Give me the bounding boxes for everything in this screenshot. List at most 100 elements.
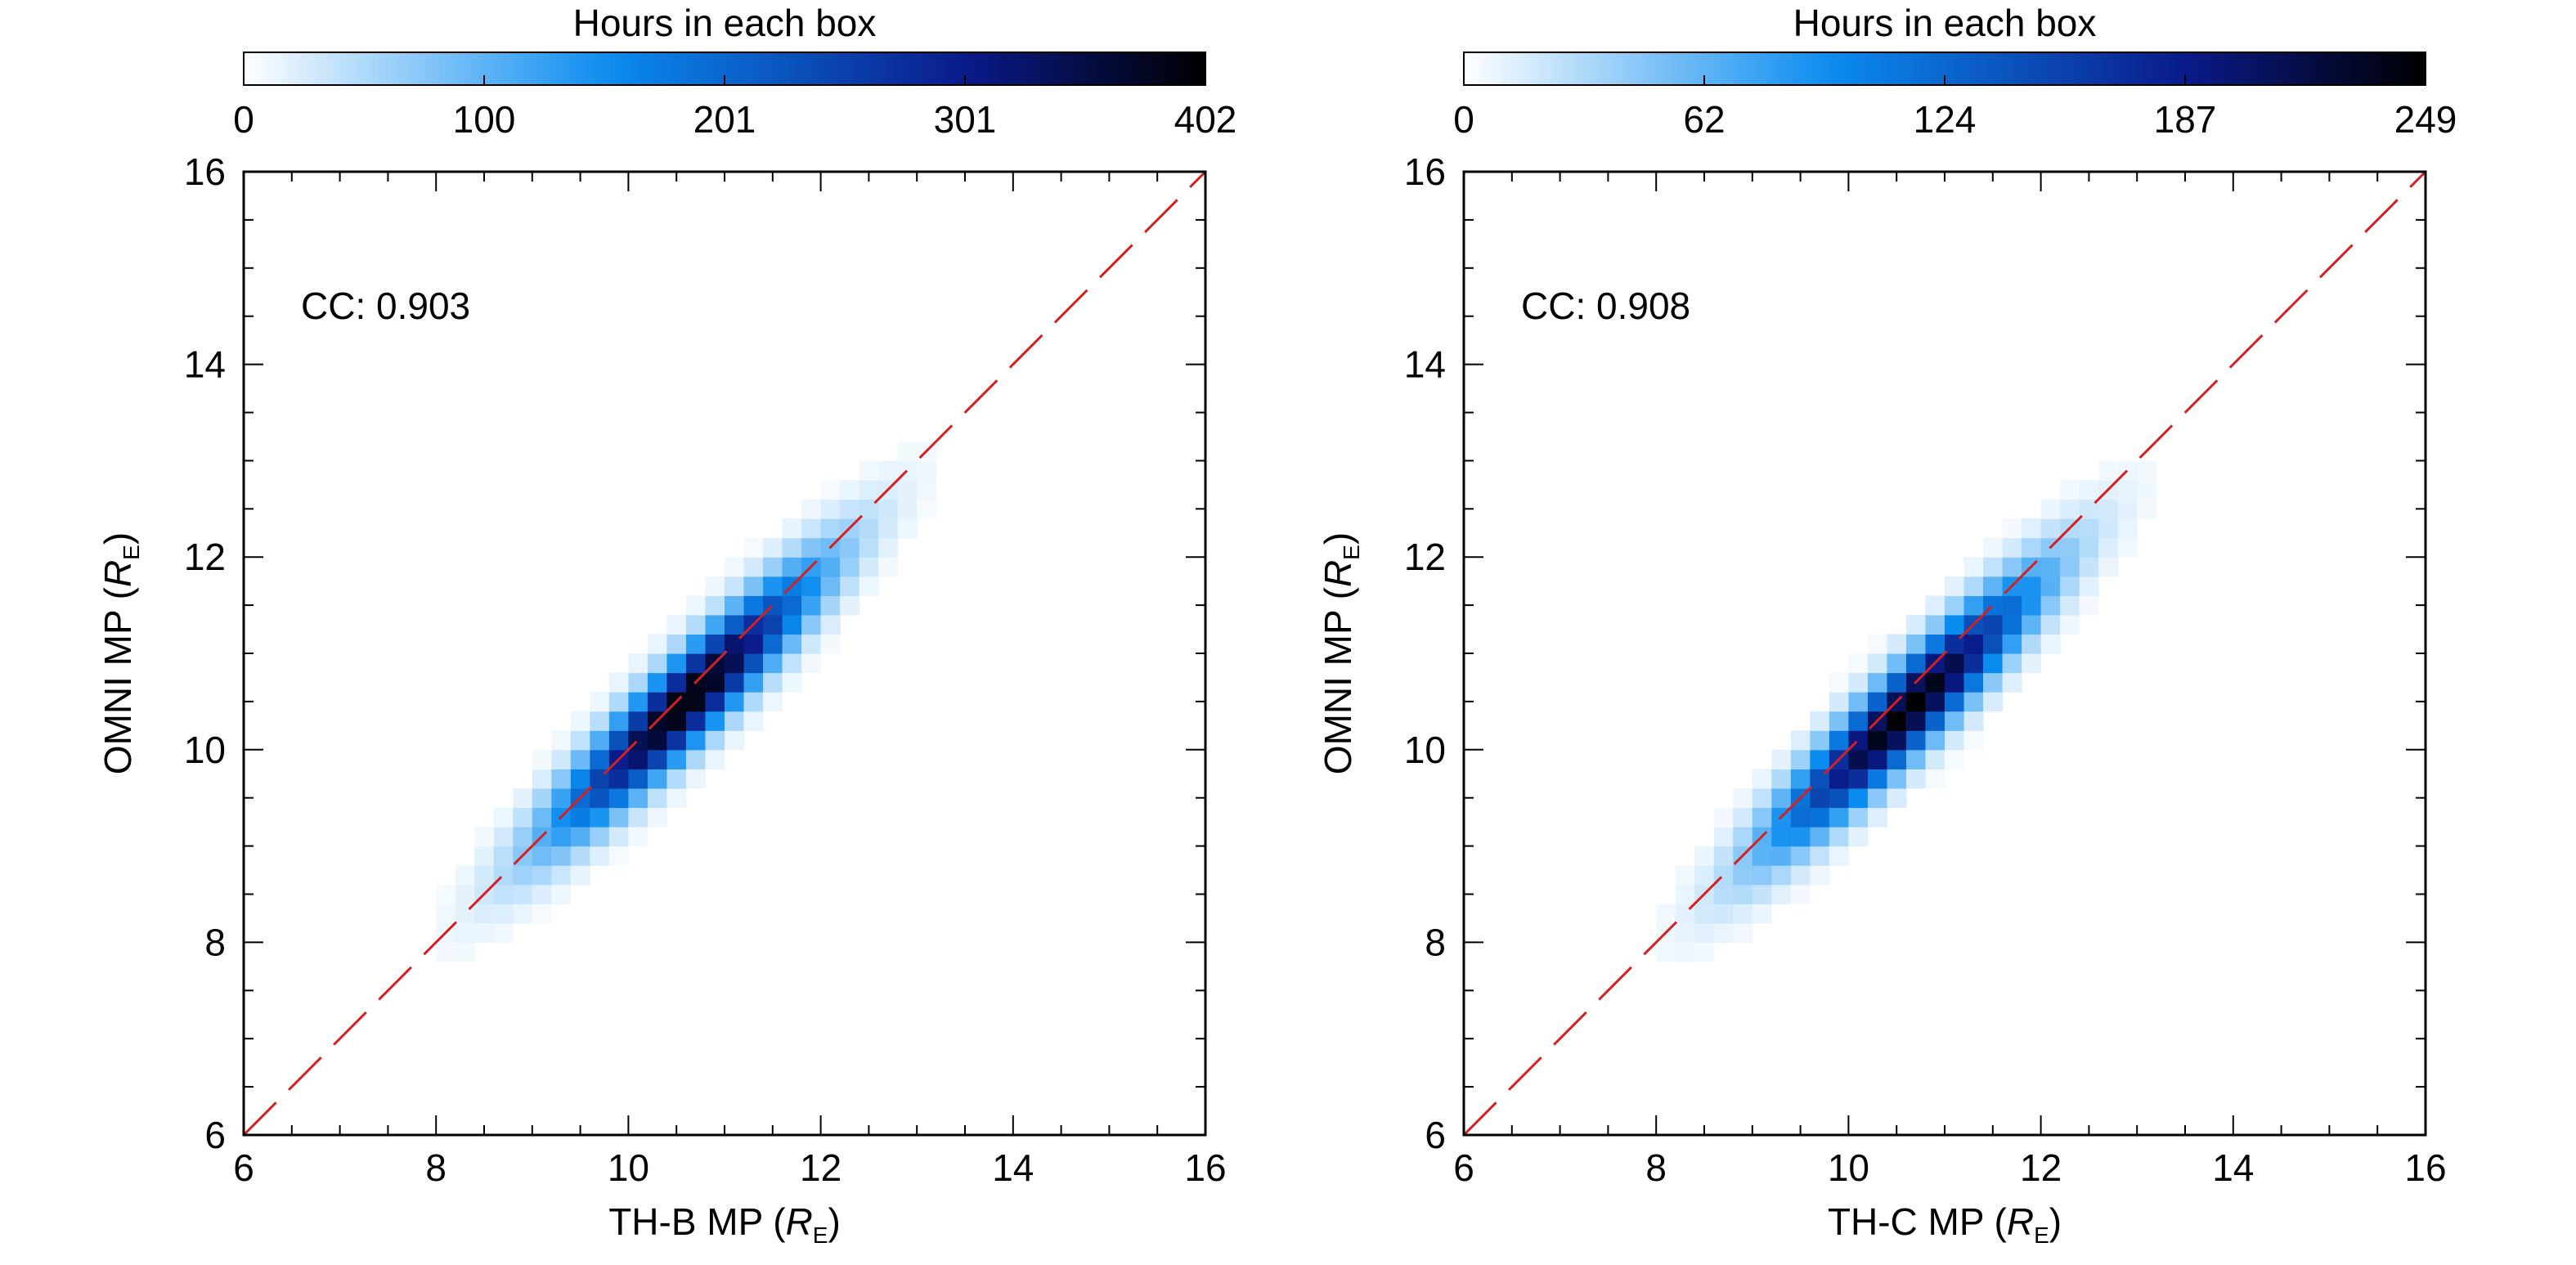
heatmap-cell	[878, 518, 899, 539]
heatmap-cell	[647, 730, 668, 751]
heatmap-cell	[1771, 865, 1792, 886]
heatmap-cell	[1829, 827, 1849, 847]
heatmap-cell	[608, 711, 629, 731]
heatmap-cell	[743, 672, 764, 693]
x-tick-label: 6	[1453, 1146, 1474, 1189]
heatmap-cell	[2022, 614, 2042, 635]
heatmap-cell	[666, 749, 687, 769]
heatmap-cell	[455, 942, 475, 962]
heatmap-cell	[628, 807, 648, 828]
heatmap-cell	[897, 441, 918, 461]
heatmap-cell	[763, 576, 783, 596]
y-tick-label: 16	[1404, 150, 1446, 193]
heatmap-cell	[1848, 749, 1869, 769]
heatmap-cell	[1945, 653, 1965, 674]
heatmap-cell	[685, 653, 707, 674]
heatmap-cell	[1848, 653, 1869, 674]
heatmap-cell	[551, 730, 572, 751]
heatmap-cell	[2040, 614, 2061, 635]
heatmap-cell	[1983, 537, 2004, 558]
x-tick-label: 6	[233, 1146, 254, 1189]
heatmap-cell	[1733, 884, 1753, 904]
heatmap-cell	[513, 865, 533, 886]
heatmap-cell	[1925, 730, 1945, 751]
heatmap-cell	[493, 884, 514, 904]
heatmap-cell	[859, 518, 879, 539]
heatmap-cell	[2002, 672, 2022, 693]
heatmap-cell	[666, 653, 687, 674]
heatmap-cell	[1771, 769, 1792, 789]
heatmap-cell	[2137, 479, 2157, 500]
heatmap-cell	[1945, 576, 1965, 596]
heatmap-cell	[2060, 557, 2080, 577]
heatmap-cell	[1733, 827, 1753, 847]
heatmap-cell	[2137, 460, 2157, 481]
heatmap-cell	[1867, 769, 1888, 789]
heatmap-cell	[590, 692, 610, 712]
y-tick-label: 8	[1425, 921, 1446, 963]
heatmap-cell	[878, 460, 899, 481]
heatmap-cell	[1848, 807, 1869, 828]
heatmap-cell	[743, 537, 764, 558]
heatmap-cell	[513, 807, 533, 828]
heatmap-cell	[1848, 769, 1869, 789]
heatmap-cell	[782, 634, 802, 654]
heatmap-cell	[1713, 827, 1734, 847]
heatmap-cell	[1887, 653, 1907, 674]
heatmap-cell	[840, 537, 860, 558]
heatmap-cell	[1829, 672, 1849, 693]
heatmap-cell	[608, 846, 629, 866]
heatmap-cell	[1848, 711, 1869, 731]
heatmap-cell	[1790, 827, 1811, 847]
y-tick-label: 12	[1404, 536, 1446, 578]
heatmap-cell	[532, 865, 552, 886]
heatmap-cell	[1887, 787, 1907, 809]
heatmap-cell	[1963, 653, 1984, 674]
heatmap-cell	[917, 460, 937, 481]
heatmap-cell	[878, 557, 899, 577]
heatmap-cell	[705, 692, 725, 712]
reference-line	[1462, 170, 2427, 1137]
heatmap-cell	[2002, 653, 2022, 674]
heatmap-cell	[608, 769, 629, 789]
heatmap-cell	[1733, 865, 1753, 886]
heatmap-cell	[1905, 692, 1927, 712]
heatmap-cell	[608, 730, 629, 751]
heatmap-cell	[493, 807, 514, 828]
heatmap-cell	[820, 499, 841, 519]
heatmap-cell	[532, 787, 552, 809]
heatmap-cell	[840, 479, 860, 500]
heatmap-cell	[725, 711, 745, 731]
heatmap-cell	[608, 672, 629, 693]
heatmap-cell	[493, 846, 514, 866]
heatmap-cell	[1752, 865, 1772, 886]
heatmap-cell	[1810, 711, 1830, 731]
heatmap-cell	[2002, 518, 2022, 539]
heatmap-cell	[2002, 634, 2022, 654]
heatmap-cell	[897, 479, 918, 500]
y-tick-label: 10	[184, 729, 226, 771]
heatmap-cell	[493, 827, 514, 847]
panel-2: Hours in each box 0 62 124 187 249 6 8 10 12 14 16 6…	[1317, 2, 2457, 1248]
heatmap-cell	[570, 827, 590, 847]
colorbar-tick-label: 100	[453, 98, 516, 141]
reference-line	[242, 170, 1207, 1137]
heatmap-cell	[801, 614, 822, 635]
heatmap-cell	[685, 749, 707, 769]
heatmap-cell	[685, 769, 707, 789]
heatmap-cell	[666, 730, 687, 751]
heatmap-cell	[1983, 653, 2004, 674]
x-tick-label: 16	[2404, 1146, 2446, 1189]
heatmap-cell	[1790, 730, 1811, 751]
heatmap-cell	[2117, 518, 2138, 539]
heatmap-cell	[897, 518, 918, 539]
heatmap-cell	[1829, 711, 1849, 731]
colorbar-tick-label: 62	[1683, 98, 1725, 141]
heatmap-cell	[1752, 769, 1772, 789]
heatmap-cell	[1963, 634, 1984, 654]
heatmap-cell	[859, 479, 879, 500]
heatmap-cell	[743, 576, 764, 596]
heatmap-cell	[2060, 537, 2080, 558]
heatmap-cell	[513, 884, 533, 904]
x-tick-label: 12	[800, 1146, 841, 1189]
